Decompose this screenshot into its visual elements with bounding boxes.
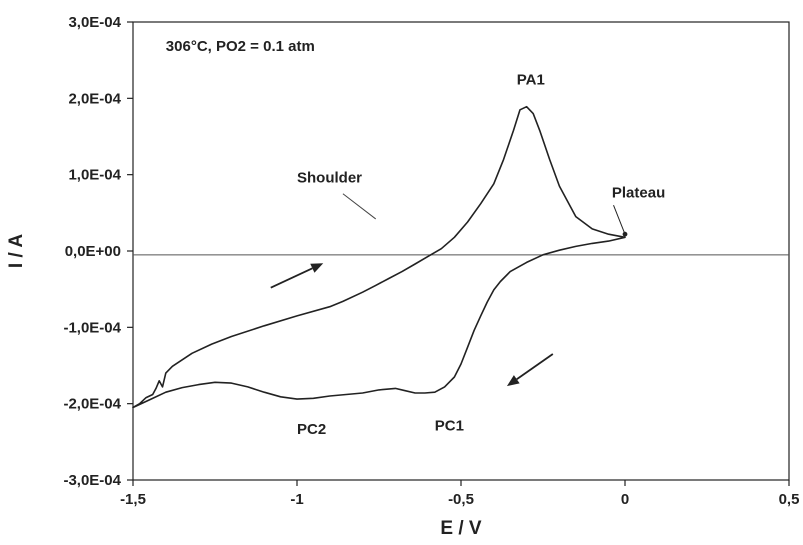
x-tick-label: 0 [621, 491, 629, 508]
y-axis-title: I / A [6, 234, 27, 268]
annotation-label: 306°C, PO2 = 0.1 atm [166, 38, 315, 55]
x-tick-label: -1,5 [120, 491, 146, 508]
annotation-label: Shoulder [297, 169, 362, 186]
annotation-label: Plateau [612, 185, 665, 202]
x-axis-title: E / V [440, 518, 482, 539]
y-tick-label: 1,0E-04 [68, 167, 121, 184]
x-tick-label: -1 [290, 491, 303, 508]
y-tick-label: -1,0E-04 [63, 319, 121, 336]
annotation-labels: 306°C, PO2 = 0.1 atm PA1 Shoulder Plateau PC… [166, 38, 665, 438]
annotation-label: PA1 [517, 72, 545, 89]
cv-curve-line [132, 105, 626, 409]
y-tick-label: 0,0E+00 [65, 243, 121, 260]
annotation-label: PC2 [297, 421, 326, 438]
scan-direction-arrow-shaft [516, 353, 554, 380]
scan-direction-arrow-shaft [270, 267, 313, 289]
y-tick-label: -3,0E-04 [63, 472, 121, 489]
y-tick-label: 2,0E-04 [68, 90, 121, 107]
annotation-label: PC1 [435, 417, 464, 434]
x-axis: -1,5 -1 -0,5 0 0,5 [120, 480, 799, 508]
series-layer [132, 105, 626, 409]
x-tick-label: -0,5 [448, 491, 474, 508]
plot-frame [132, 21, 790, 481]
scan-direction-arrow-head [506, 375, 520, 387]
y-tick-label: -2,0E-04 [63, 396, 121, 413]
shoulder-leader-line [342, 193, 377, 220]
scan-direction-arrow-head [310, 263, 324, 273]
y-tick-label: 3,0E-04 [68, 14, 121, 31]
plateau-point-marker [622, 231, 628, 237]
annotation-marks [270, 193, 628, 387]
y-axis: 3,0E-04 2,0E-04 1,0E-04 0,0E+00 -1,0E-04 -2,0… [63, 14, 133, 489]
plateau-pointer-line [613, 205, 626, 235]
x-tick-label: 0,5 [779, 491, 800, 508]
